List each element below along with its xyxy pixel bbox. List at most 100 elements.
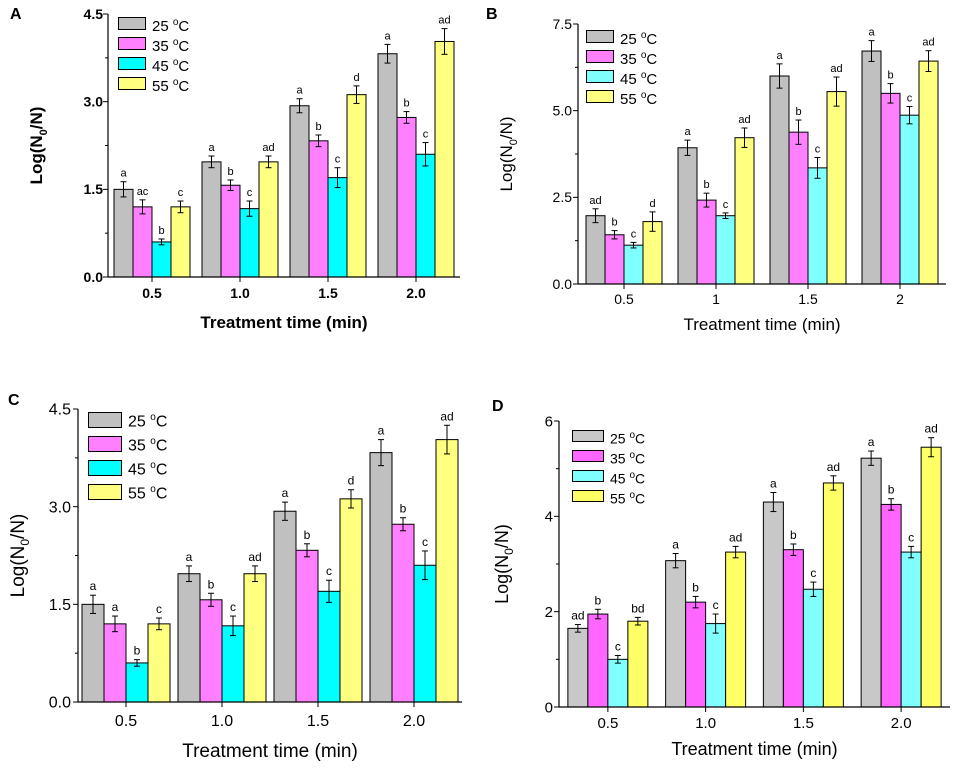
x-tick-label: 0.5	[142, 285, 162, 301]
bar	[81, 603, 105, 703]
x-tick-label: 2.0	[891, 715, 912, 732]
y-tick-label: 3.0	[84, 94, 104, 110]
significance-letter: c	[326, 564, 332, 578]
chart-panel-a: A a a a a ac b b b b c c c c ad d ad 0.0 1.5 3.0 4.5 0.5 1.0 1…	[0, 0, 470, 335]
significance-letter: b	[888, 483, 895, 497]
significance-letter: c	[815, 143, 821, 155]
x-tick-label: 1.0	[230, 285, 250, 301]
chart-panel-c: C a a a a a b b b b c c c c ad d ad 0.0 1.5 3.0 4.5 0.5 1.0 1.…	[0, 390, 470, 769]
significance-letter: a	[770, 477, 777, 491]
bar	[587, 613, 609, 708]
significance-letter: ad	[571, 609, 584, 623]
significance-letter: ad	[924, 422, 937, 436]
significance-letter: d	[649, 198, 655, 210]
legend-swatch	[118, 57, 146, 70]
y-axis-title: Log(N0/N)	[497, 116, 520, 191]
significance-letter: ad	[248, 550, 261, 564]
significance-letter: c	[615, 640, 621, 654]
y-tick-label: 3.0	[49, 499, 71, 516]
bar	[221, 625, 245, 703]
bar	[177, 573, 201, 703]
significance-letter: c	[422, 535, 428, 549]
x-tick-label: 1.5	[307, 713, 329, 730]
bar	[243, 573, 267, 703]
significance-letter: a	[282, 486, 289, 500]
significance-letter: c	[631, 228, 637, 240]
significance-letter: c	[230, 600, 236, 614]
significance-letter: b	[315, 121, 321, 133]
significance-letter: b	[692, 580, 699, 594]
panel-letter: B	[486, 6, 498, 23]
bar	[289, 105, 310, 278]
x-axis-title: Treatment time (min)	[671, 739, 837, 759]
bar	[295, 549, 319, 703]
chart-panel-d: D ad a a a b b b b c c c c bd ad ad ad 0 2 4 6 0.5 1.0 1.5 2.0 T…	[480, 390, 957, 769]
bar	[607, 658, 629, 708]
bar	[623, 244, 644, 285]
significance-letter: ac	[137, 186, 149, 198]
x-tick-label: 0.5	[614, 291, 634, 307]
bar	[918, 60, 939, 285]
bar	[308, 140, 329, 278]
bar	[900, 551, 922, 708]
x-tick-label: 2	[896, 291, 904, 307]
significance-letter: a	[90, 579, 97, 593]
significance-letter: b	[400, 502, 407, 516]
significance-letter: c	[423, 129, 429, 141]
y-tick-label: 0	[545, 699, 553, 716]
bar	[391, 523, 415, 703]
chart-panel-b: B ad a a a b b b b c c c c d ad ad ad 0.0 2.5 5.0 7.5 0.5 1 1.…	[480, 0, 957, 335]
legend-swatch	[572, 450, 604, 462]
significance-letter: a	[868, 435, 875, 449]
x-tick-label: 2.0	[406, 285, 426, 301]
bar	[725, 551, 747, 708]
chart-c-svg: a a a a a b b b b c c c c ad d ad 0.0 1.5 3.0 4.5 0.5 1.0 1.5 2…	[8, 402, 462, 762]
bar	[415, 153, 436, 278]
bar	[346, 94, 367, 278]
y-tick-label: 1.5	[84, 181, 104, 197]
significance-letter: c	[713, 598, 719, 612]
bar	[567, 627, 589, 708]
legend-swatch	[586, 30, 614, 43]
bar	[273, 510, 297, 703]
significance-letter: ad	[830, 63, 842, 75]
x-tick-label: 1.5	[798, 291, 818, 307]
bar	[151, 241, 172, 278]
bar	[170, 206, 191, 278]
significance-letter: b	[403, 98, 409, 110]
y-tick-label: 0.0	[553, 276, 573, 292]
significance-letter: ad	[827, 460, 840, 474]
y-tick-label: 7.5	[553, 16, 573, 32]
significance-letter: a	[378, 424, 385, 438]
bar	[802, 588, 824, 708]
significance-letter: d	[348, 474, 355, 488]
significance-letter: ad	[738, 114, 750, 126]
y-tick-label: 1.5	[49, 597, 71, 614]
legend-swatch	[586, 70, 614, 83]
x-tick-label: 1.5	[318, 285, 338, 301]
bar	[861, 50, 882, 285]
bar	[339, 498, 363, 703]
chart-b-svg: ad a a a b b b b c c c c d ad ad ad 0.0 2.5 5.0 7.5 0.5 1 1.5 2…	[497, 16, 946, 334]
legend-swatch	[88, 460, 122, 476]
significance-letter: ad	[729, 530, 742, 544]
legend-swatch	[586, 50, 614, 63]
significance-letter: a	[776, 50, 783, 62]
significance-letter: b	[158, 225, 164, 237]
y-tick-label: 0.0	[84, 269, 104, 285]
significance-letter: b	[208, 577, 215, 591]
bar	[317, 590, 341, 703]
significance-letter: c	[335, 154, 341, 166]
legend-swatch	[88, 412, 122, 428]
y-tick-label: 5.0	[553, 103, 573, 119]
significance-letter: a	[208, 142, 215, 154]
bar	[125, 662, 149, 703]
bar	[585, 215, 606, 285]
bar	[762, 501, 784, 708]
bar	[377, 53, 398, 278]
legend-swatch	[572, 430, 604, 442]
bar	[327, 177, 348, 278]
bar	[705, 623, 727, 708]
significance-letter: a	[868, 27, 875, 39]
